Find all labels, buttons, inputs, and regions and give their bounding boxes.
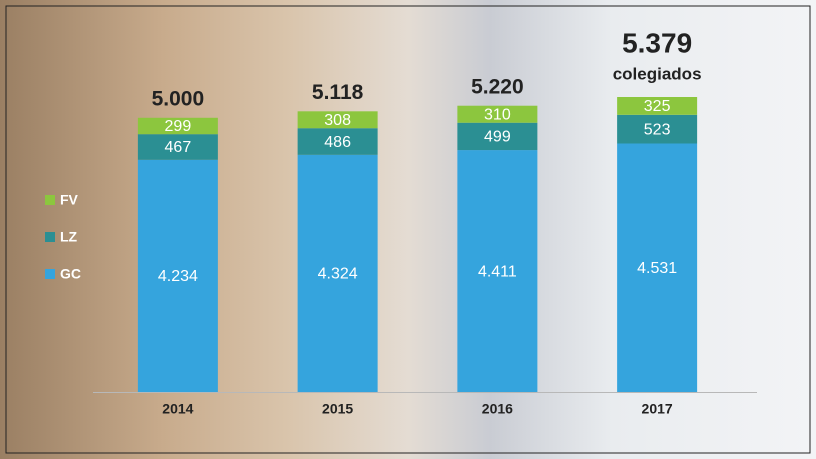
value-label: 499 (484, 129, 511, 146)
value-label: 308 (324, 112, 351, 129)
legend-label: FV (60, 192, 79, 208)
total-label: 5.379 (622, 27, 692, 58)
value-label: 4.234 (158, 268, 198, 285)
value-label: 4.411 (478, 263, 517, 280)
screen: 4.234 467 299 5.000 2014 4.324 486 308 5.118 2015… (0, 0, 816, 459)
value-label: 523 (644, 121, 671, 138)
x-tick-label: 2016 (482, 401, 513, 417)
total-label: 5.220 (471, 75, 524, 98)
total-label: 5.118 (312, 81, 364, 104)
value-label: 4.324 (318, 266, 358, 283)
x-tick-label: 2015 (322, 401, 353, 417)
annotation: colegiados (613, 64, 702, 83)
chart: 4.234 467 299 5.000 2014 4.324 486 308 5.118 2015… (0, 0, 816, 459)
value-label: 325 (644, 98, 671, 115)
legend-swatch (45, 195, 55, 205)
value-label: 299 (165, 118, 192, 135)
x-tick-label: 2014 (162, 401, 193, 417)
x-tick-label: 2017 (642, 401, 673, 417)
value-label: 467 (165, 139, 192, 156)
legend-swatch (45, 269, 55, 279)
legend-swatch (45, 232, 55, 242)
value-label: 4.531 (637, 260, 677, 277)
legend-label: LZ (60, 229, 78, 245)
total-label: 5.000 (152, 87, 205, 110)
legend-label: GC (60, 266, 81, 282)
value-label: 486 (324, 134, 351, 151)
value-label: 310 (484, 106, 511, 123)
